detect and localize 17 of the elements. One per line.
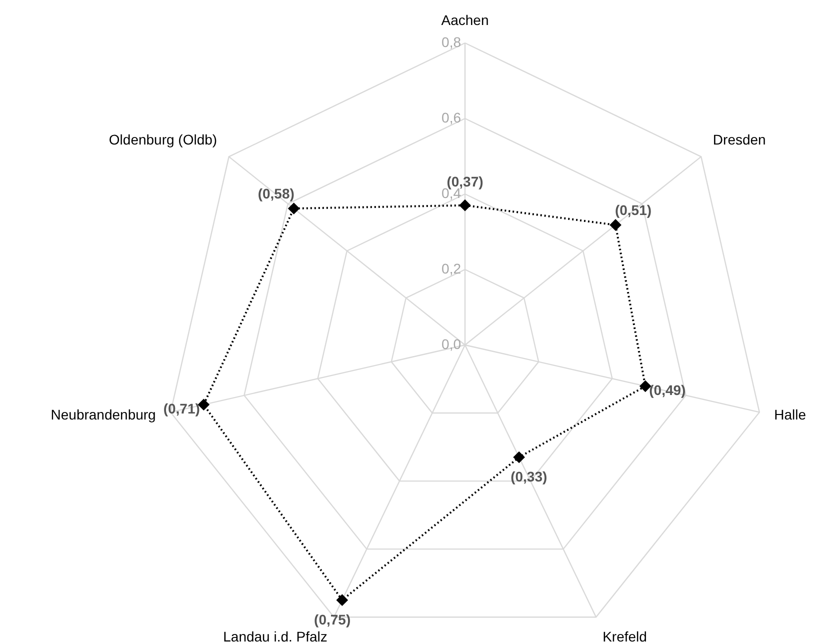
y-tick-label: 0,6 <box>442 110 462 126</box>
spoke-label: Dresden <box>712 131 766 148</box>
spoke-label: Neubrandenburg <box>50 406 156 423</box>
data-label: (0,33) <box>510 468 548 485</box>
spoke-label: Aachen <box>441 12 489 28</box>
y-tick-label: 0,2 <box>442 260 462 276</box>
data-label: (0,51) <box>614 202 652 218</box>
data-label: (0,58) <box>258 185 294 202</box>
spoke-label: Oldenburg (Oldb) <box>108 131 218 148</box>
y-tick-label: 0,8 <box>442 34 462 50</box>
data-label: (0,49) <box>649 382 686 398</box>
y-tick-label: 0,0 <box>442 336 462 352</box>
spoke-label: Krefeld <box>602 628 647 644</box>
data-label: (0,71) <box>163 400 200 417</box>
data-label: (0,75) <box>314 611 351 628</box>
spoke-label: Landau i.d. Pfalz <box>223 628 328 644</box>
spoke-label: Halle <box>774 406 806 423</box>
